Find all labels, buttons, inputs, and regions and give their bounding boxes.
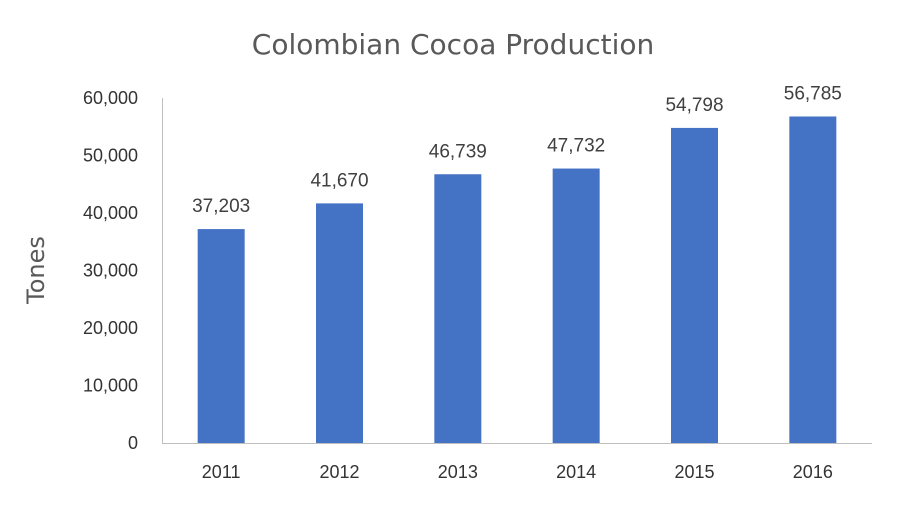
bar-2016 xyxy=(789,116,837,443)
bar-2012 xyxy=(316,203,363,443)
y-tick-label: 30,000 xyxy=(83,261,138,281)
y-tick-label: 10,000 xyxy=(83,376,138,396)
bar-2011 xyxy=(197,229,245,443)
x-tick-label-2012: 2012 xyxy=(319,462,359,482)
y-axis-label: Tones xyxy=(22,236,50,305)
bar-2014 xyxy=(552,168,600,443)
y-tick-label: 50,000 xyxy=(83,146,138,166)
y-tick-label: 0 xyxy=(128,433,138,453)
x-tick-label-2013: 2013 xyxy=(438,462,478,482)
bar-2013 xyxy=(434,174,482,444)
y-tick-label: 40,000 xyxy=(83,203,138,223)
x-tick-label-2016: 2016 xyxy=(793,462,833,482)
data-label-2014: 47,732 xyxy=(547,136,605,157)
data-label-2012: 41,670 xyxy=(310,170,368,191)
y-axis-ticks: 0 10,000 20,000 30,000 40,000 50,000 60,000 xyxy=(83,88,138,453)
x-tick-label-2015: 2015 xyxy=(674,462,714,482)
x-tick-label-2011: 2011 xyxy=(202,462,241,482)
x-tick-label-2014: 2014 xyxy=(556,462,596,482)
data-labels: 37,203 41,670 46,739 47,732 54,798 56,785 xyxy=(192,83,842,217)
data-label-2016: 56,785 xyxy=(784,83,842,104)
y-tick-label: 60,000 xyxy=(83,88,138,108)
x-axis-ticks: 2011 2012 2013 2014 2015 2016 xyxy=(202,462,833,482)
bars xyxy=(197,116,837,444)
y-tick-label: 20,000 xyxy=(83,318,138,338)
data-label-2011: 37,203 xyxy=(192,196,250,217)
bar-2015 xyxy=(671,127,718,443)
data-label-2013: 46,739 xyxy=(429,141,487,162)
data-label-2015: 54,798 xyxy=(665,95,723,116)
chart-title: Colombian Cocoa Production xyxy=(252,28,654,61)
